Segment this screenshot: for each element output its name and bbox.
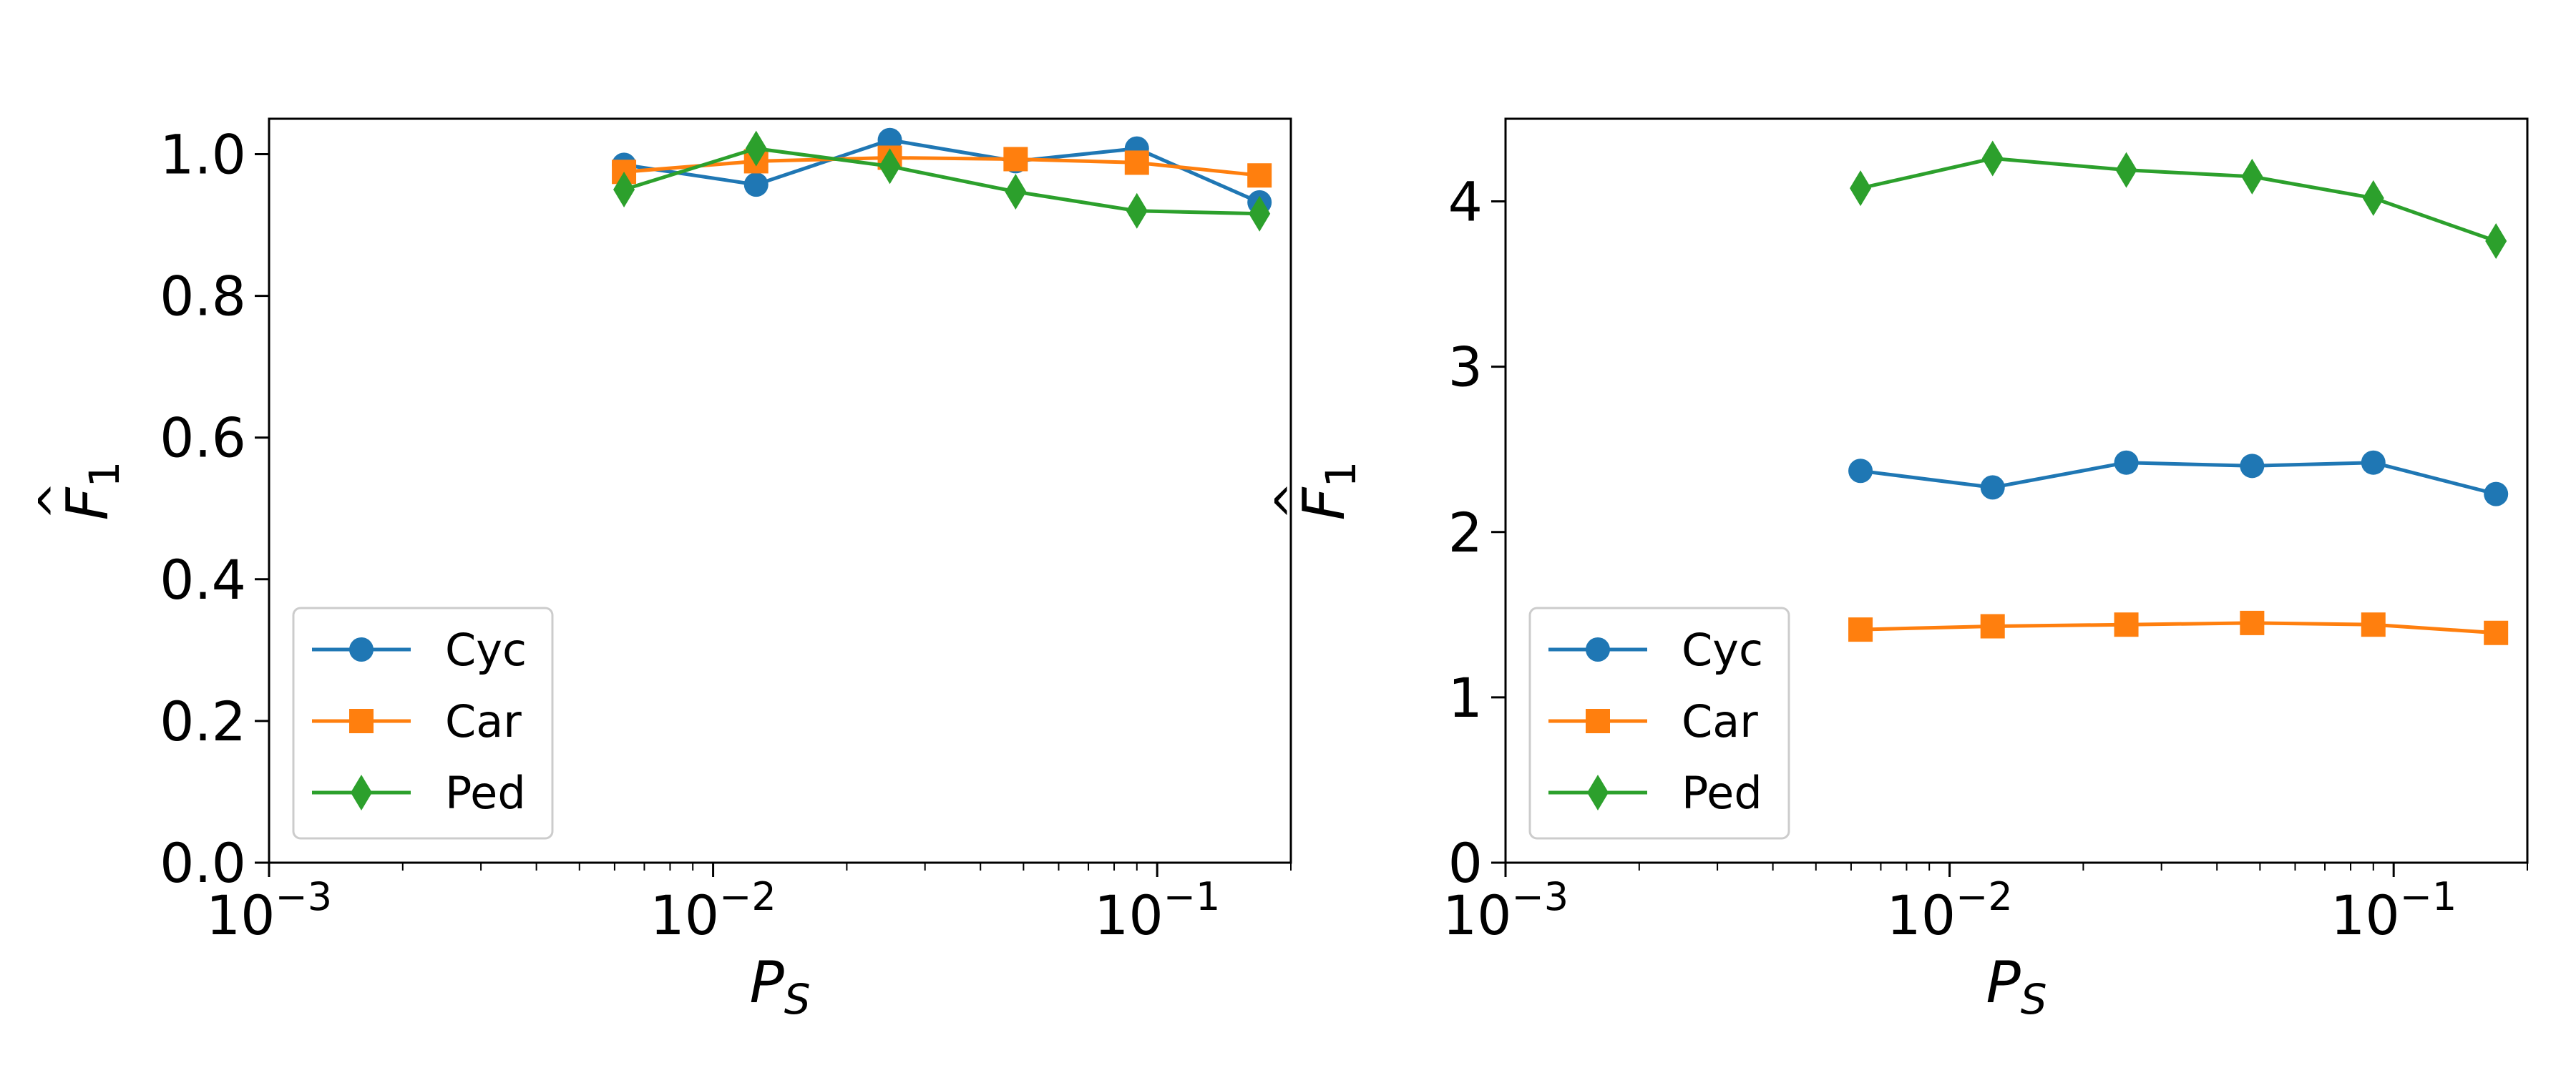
y-tick-label: 1	[1448, 666, 1483, 730]
x-tick-label: 10−2	[650, 874, 776, 947]
y-tick-label: 0.8	[160, 265, 246, 328]
data-point-cyc	[2484, 481, 2509, 506]
data-point-car	[2114, 612, 2139, 637]
data-point-ped	[879, 148, 901, 185]
data-point-ped	[745, 130, 767, 167]
x-tick-label: 10−1	[2331, 874, 2457, 947]
series-line-cyc	[1860, 461, 2497, 496]
data-point-car	[2484, 620, 2509, 645]
x-axis-label: PS	[749, 949, 810, 1024]
axes-frame	[268, 117, 1292, 864]
y-axis-label-text: F1	[1291, 461, 1365, 521]
y-tick-label: 3	[1448, 335, 1483, 399]
data-point-ped	[2485, 223, 2507, 260]
x-tick-label: 10−2	[1886, 874, 2012, 947]
y-axis-label-hat: ^	[30, 481, 83, 520]
y-tick-label: 1.0	[160, 123, 246, 187]
y-tick-label: 0.6	[160, 406, 246, 470]
legend-entry-cyc: Cyc	[1548, 624, 1763, 676]
legend-marker	[1586, 637, 1610, 662]
y-tick-label: 0	[1448, 831, 1483, 895]
data-point-car	[1124, 150, 1149, 175]
series-line-cyc	[623, 138, 1261, 205]
legend-label: Car	[445, 695, 522, 748]
legend-label: Ped	[445, 767, 526, 819]
y-tick-label: 0.4	[160, 548, 246, 612]
legend: Cyc Car Ped	[292, 607, 554, 840]
y-axis-label: F1^	[30, 461, 129, 521]
legend-label: Car	[1682, 695, 1758, 748]
data-point-car	[1003, 147, 1028, 172]
series-line-ped	[1860, 157, 2497, 243]
data-point-ped	[1850, 170, 1872, 207]
data-point-cyc	[2114, 450, 2139, 475]
y-axis-label-hat: ^	[1267, 481, 1319, 520]
y-axis-label-text: F1	[54, 461, 129, 521]
legend-entry-ped: Ped	[1548, 767, 1762, 819]
x-tick-label: 10−3	[206, 874, 332, 947]
data-point-ped	[1981, 140, 2004, 177]
data-point-cyc	[1980, 475, 2005, 500]
data-point-car	[2240, 610, 2265, 635]
axes-frame	[1504, 117, 2529, 864]
legend-label: Ped	[1682, 767, 1762, 819]
data-point-ped	[613, 172, 635, 208]
legend-entry-cyc: Cyc	[312, 624, 527, 676]
data-point-cyc	[743, 172, 769, 197]
series-line-ped	[623, 147, 1260, 216]
legend: Cyc Car Ped	[1528, 607, 1790, 840]
data-point-car	[2361, 612, 2386, 637]
data-point-car	[1247, 163, 1272, 188]
legend-entry-ped: Ped	[312, 767, 526, 819]
legend-label: Cyc	[1682, 624, 1763, 676]
data-point-ped	[2362, 180, 2384, 216]
data-point-ped	[2241, 158, 2263, 195]
x-tick-label: 10−3	[1443, 874, 1568, 947]
data-point-ped	[2115, 152, 2137, 188]
legend-marker	[1587, 775, 1609, 810]
data-point-cyc	[2240, 454, 2265, 479]
series-line-car	[1860, 621, 2497, 635]
data-point-ped	[1126, 192, 1148, 229]
data-point-ped	[1249, 195, 1271, 232]
x-axis-label: PS	[1986, 949, 2046, 1024]
data-point-car	[1980, 614, 2005, 639]
data-point-car	[1848, 617, 1873, 642]
y-tick-label: 0.2	[160, 690, 246, 753]
right-chart-panel: 10−3 10−2 10−1 0 1 2 3 4 PS F1^ Cyc Car Ped	[1267, 117, 2529, 1024]
legend-marker	[1586, 709, 1610, 733]
legend-marker	[351, 775, 372, 810]
legend-marker	[349, 637, 374, 662]
data-point-cyc	[1848, 459, 1873, 484]
x-tick-label: 10−1	[1094, 874, 1220, 947]
legend-entry-car: Car	[312, 695, 522, 748]
series-line-car	[623, 156, 1260, 177]
legend-entry-car: Car	[1548, 695, 1758, 748]
data-point-cyc	[2361, 450, 2386, 475]
data-point-ped	[1005, 174, 1027, 210]
left-chart-panel: 10−3 10−2 10−1 0.0 0.2 0.4 0.6 0.8 1.0 PS F1^ Cyc Ca…	[30, 117, 1292, 1024]
y-tick-label: 0.0	[160, 831, 246, 895]
y-tick-label: 2	[1448, 501, 1483, 564]
legend-marker	[349, 709, 374, 733]
legend-label: Cyc	[445, 624, 527, 676]
y-tick-label: 4	[1448, 170, 1483, 234]
y-axis-label: F1^	[1267, 461, 1365, 521]
